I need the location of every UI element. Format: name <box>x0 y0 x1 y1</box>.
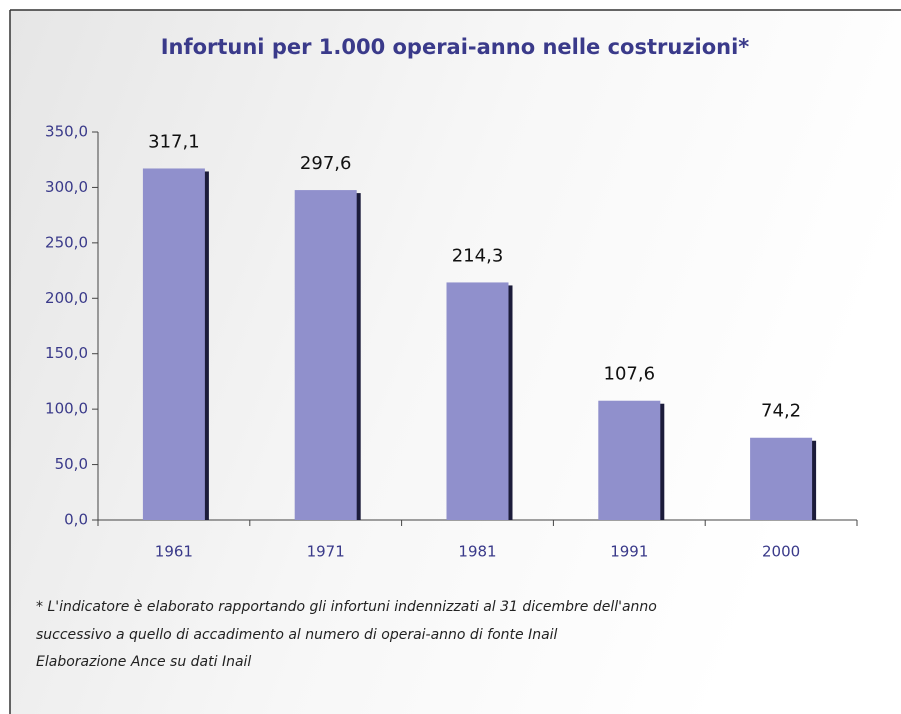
y-tick-label: 100,0 <box>45 400 88 418</box>
y-tick-label: 0,0 <box>64 511 88 529</box>
value-label: 297,6 <box>300 153 352 174</box>
bar <box>142 168 205 521</box>
y-tick-label: 200,0 <box>45 289 88 307</box>
bar <box>446 282 509 520</box>
x-tick-label: 1991 <box>610 543 648 561</box>
x-tick-label: 1981 <box>458 543 496 561</box>
bar <box>750 437 813 520</box>
value-label: 107,6 <box>604 364 656 385</box>
x-tick-label: 1961 <box>155 543 193 561</box>
y-tick-label: 350,0 <box>45 123 88 141</box>
bar <box>294 190 357 520</box>
value-label: 317,1 <box>148 131 200 152</box>
footnote: successivo a quello di accadimento al nu… <box>36 627 558 643</box>
y-tick-label: 300,0 <box>45 178 88 196</box>
chart-title: Infortuni per 1.000 operai-anno nelle co… <box>161 35 750 59</box>
x-tick-label: 1971 <box>307 543 345 561</box>
footnote: * L'indicatore è elaborato rapportando g… <box>36 599 657 615</box>
bar <box>598 400 661 520</box>
y-tick-label: 250,0 <box>45 233 88 251</box>
y-tick-label: 50,0 <box>55 455 88 473</box>
value-label: 214,3 <box>452 245 504 266</box>
value-label: 74,2 <box>761 401 801 422</box>
footnote: Elaborazione Ance su dati Inail <box>36 654 251 670</box>
plot: 0,0 50,0 100,0 150,0 200,0 250,0 300,0 350,0 196… <box>45 123 858 561</box>
x-tick-label: 2000 <box>762 543 800 561</box>
y-tick-label: 150,0 <box>45 344 88 362</box>
